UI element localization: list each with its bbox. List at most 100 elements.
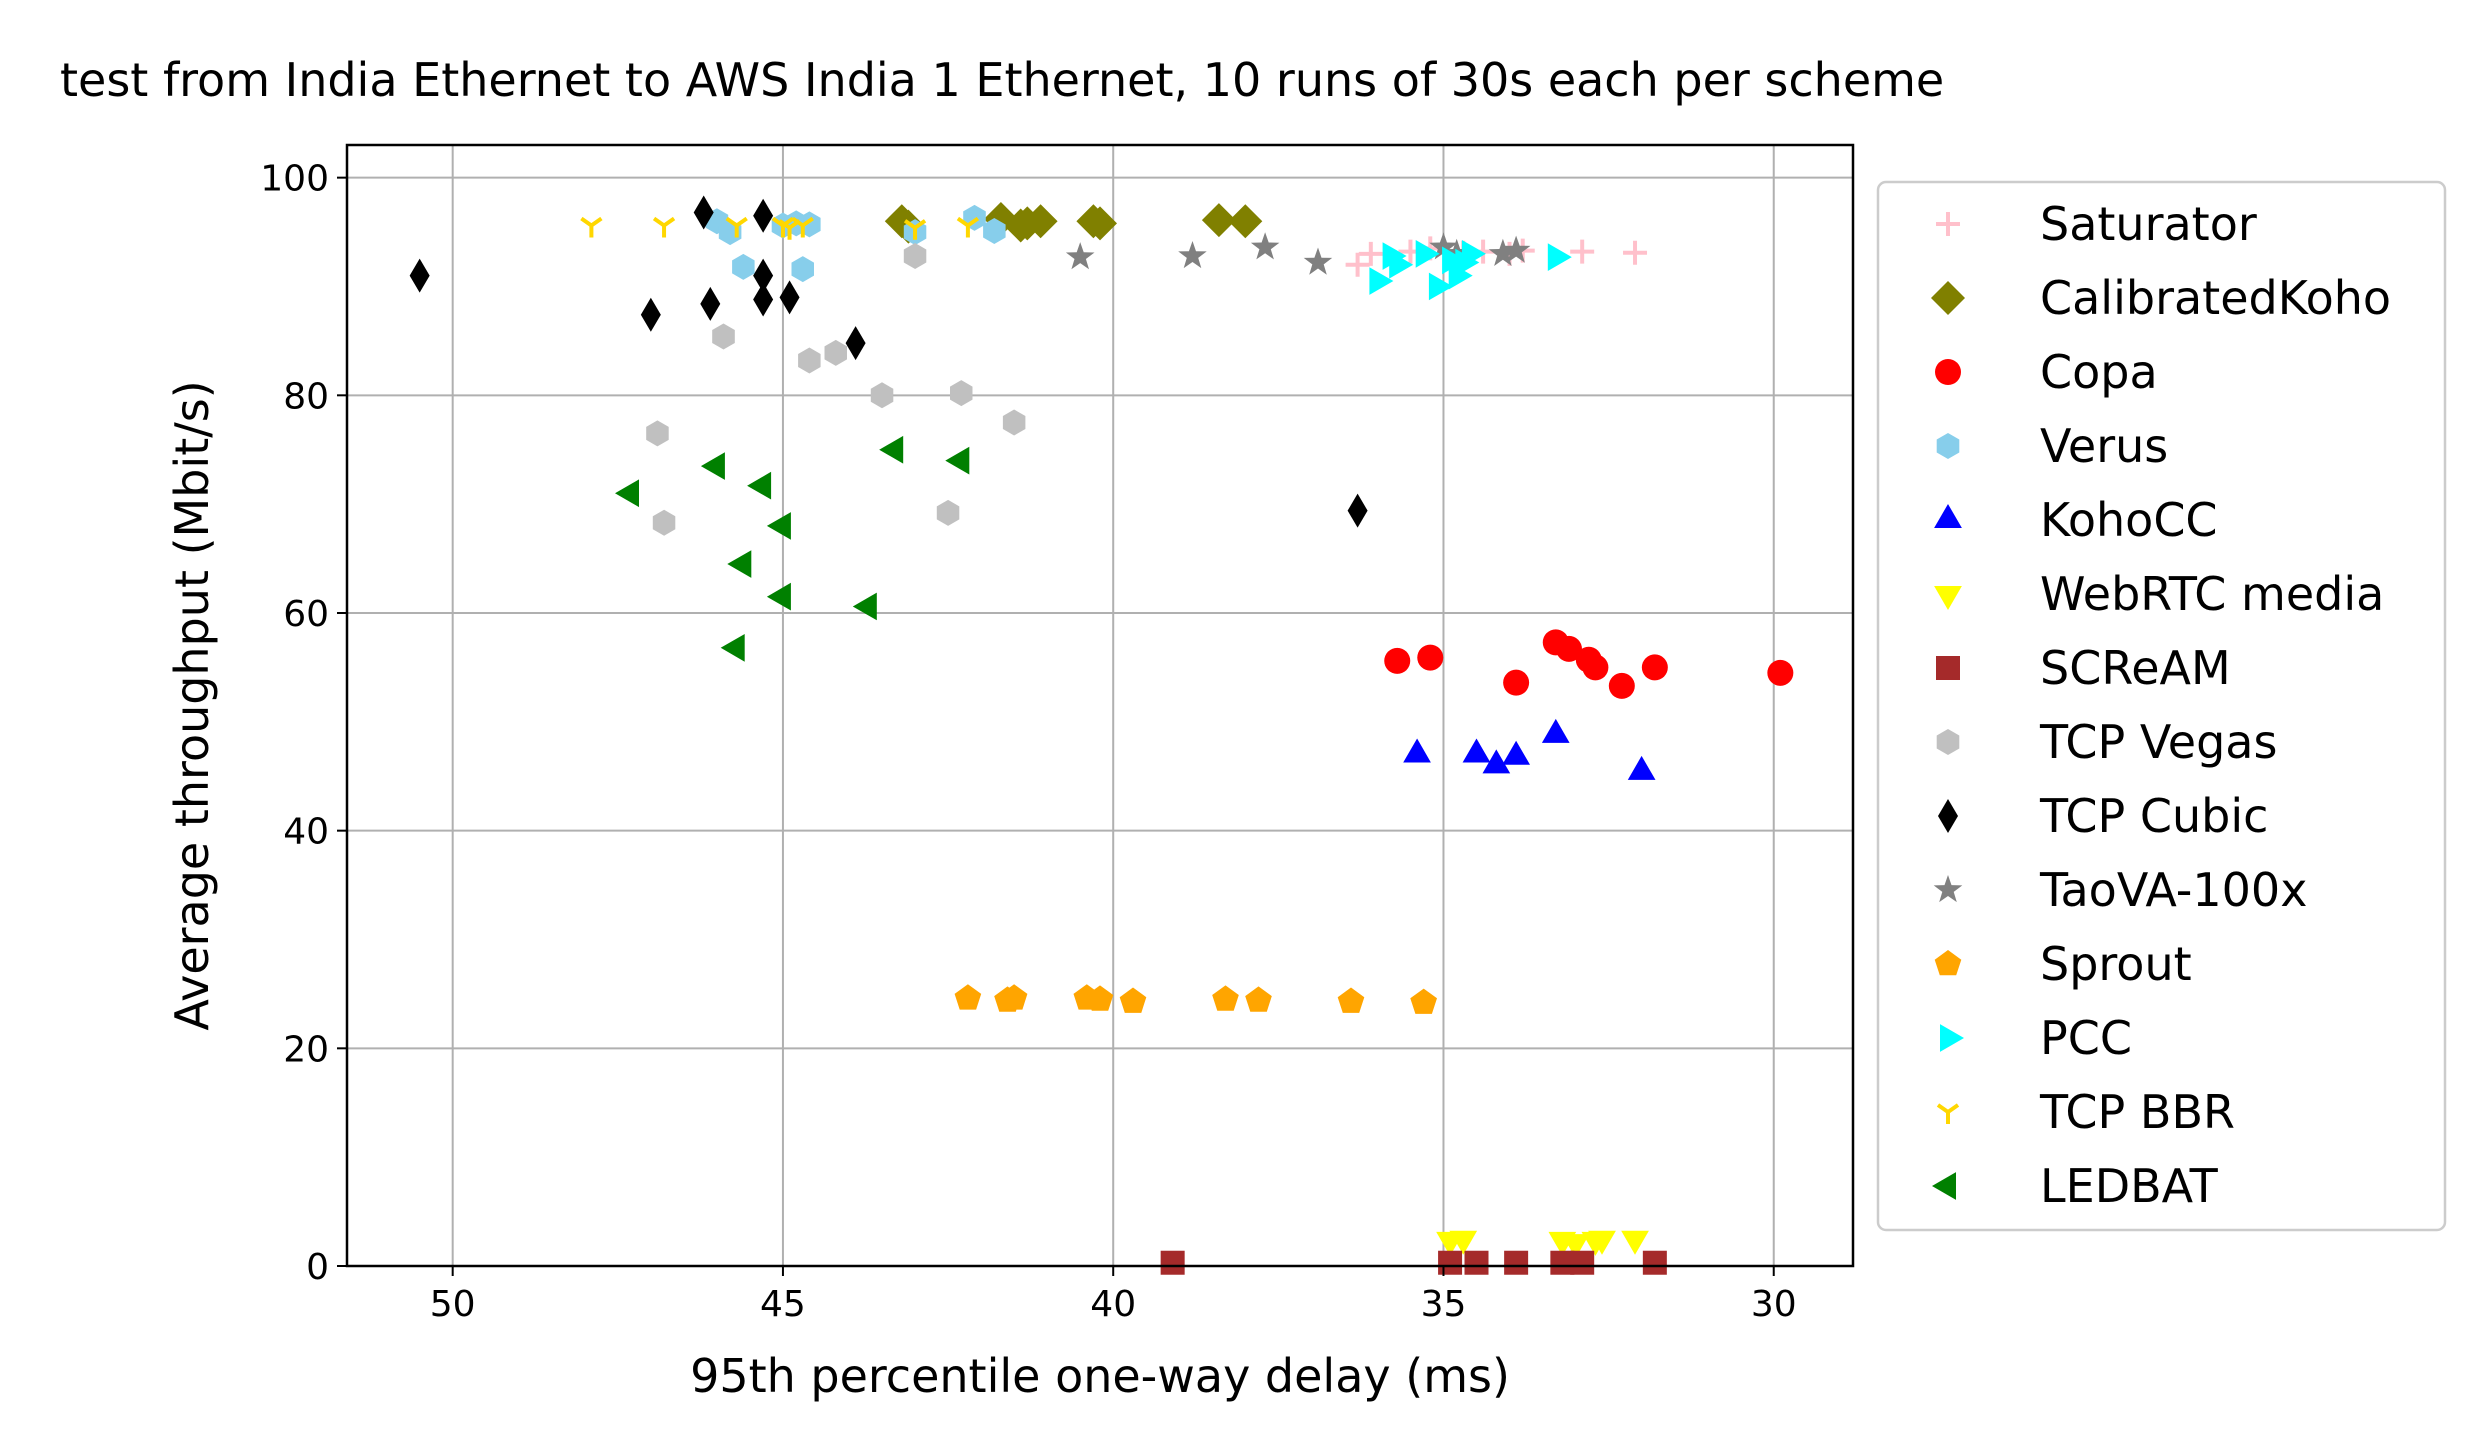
data-point <box>1065 242 1095 270</box>
series-tcp-vegas <box>646 243 1026 536</box>
chart-title: test from India Ethernet to AWS India 1 … <box>60 53 1944 107</box>
x-tick-label: 35 <box>1421 1284 1467 1325</box>
y-tick-label: 100 <box>260 159 329 200</box>
data-point <box>936 499 960 526</box>
data-point <box>1178 241 1207 269</box>
data-point <box>1347 493 1368 528</box>
y-tick-label: 20 <box>283 1029 329 1070</box>
plot-frame <box>345 143 1855 1268</box>
data-point <box>1083 206 1117 241</box>
data-point <box>1345 252 1370 277</box>
data-point <box>1212 985 1239 1011</box>
data-point <box>1448 261 1473 290</box>
y-tick-label: 40 <box>283 812 329 853</box>
data-point <box>954 984 982 1010</box>
data-point <box>712 323 735 350</box>
data-point <box>983 218 1006 244</box>
legend-label: Saturator <box>2040 197 2257 251</box>
data-point <box>1502 740 1530 765</box>
data-point <box>1464 1250 1489 1275</box>
data-point <box>1449 1230 1478 1255</box>
data-point <box>1369 267 1394 295</box>
legend-marker <box>1936 212 1960 236</box>
legend-marker <box>1933 875 1963 903</box>
data-point <box>1504 1250 1529 1275</box>
data-point <box>845 326 866 361</box>
legend-label: Verus <box>2040 419 2168 473</box>
data-point <box>1160 1250 1185 1275</box>
data-point <box>747 471 772 500</box>
data-point <box>766 582 791 611</box>
legend-label: Sprout <box>2040 937 2192 991</box>
legend-label: SCReAM <box>2040 641 2231 695</box>
data-point <box>1588 1230 1616 1255</box>
data-point <box>798 347 821 374</box>
data-point <box>727 550 752 578</box>
data-point <box>1627 755 1656 780</box>
legend-marker <box>1936 433 1960 459</box>
legend-marker <box>1932 1172 1956 1200</box>
data-point <box>1201 203 1236 238</box>
data-point <box>646 420 669 447</box>
legend-marker <box>1934 586 1962 610</box>
legend-label: TCP Vegas <box>2039 715 2277 769</box>
y-tick-label: 0 <box>306 1247 329 1288</box>
data-point <box>1410 988 1437 1014</box>
data-point <box>753 198 774 233</box>
data-point <box>615 479 639 508</box>
legend-marker <box>1938 799 1958 833</box>
data-point <box>1462 738 1491 763</box>
data-point <box>1000 984 1028 1010</box>
legend-marker <box>1936 656 1960 680</box>
legend-marker <box>1936 1103 1960 1124</box>
data-point <box>1415 240 1440 268</box>
data-point <box>1438 1250 1463 1275</box>
legend: Saturator CalibratedKoho Copa Verus KohoCC We… <box>1876 180 2447 1232</box>
data-point <box>640 297 661 332</box>
legend-label: TaoVA-100x <box>2039 863 2307 917</box>
data-point <box>1003 208 1038 243</box>
data-point <box>1442 246 1467 275</box>
data-point <box>725 216 748 238</box>
series-tcp-bbr <box>580 216 980 240</box>
data-point <box>1547 243 1572 271</box>
y-axis-label: Average throughput (Mbit/s) <box>165 380 219 1030</box>
legend-box <box>1876 180 2447 1232</box>
series-verus <box>705 204 1006 283</box>
data-point <box>1429 232 1458 260</box>
series-ledbat <box>615 435 970 662</box>
data-point <box>1250 232 1280 260</box>
legend-marker <box>1940 1024 1964 1052</box>
legend-label: TCP Cubic <box>2039 789 2268 843</box>
x-axis-label: 95th percentile one-way delay (ms) <box>690 1349 1510 1403</box>
series-copa <box>1384 629 1794 699</box>
data-point <box>791 216 814 238</box>
data-point <box>791 256 814 283</box>
series-calibratedkoho <box>884 202 1263 244</box>
data-point <box>693 195 714 230</box>
data-point <box>903 219 927 240</box>
data-point <box>1002 409 1026 436</box>
data-point <box>1086 985 1114 1011</box>
data-point <box>766 512 791 540</box>
x-tick-label: 50 <box>430 1284 476 1325</box>
data-point <box>1389 250 1414 279</box>
data-point <box>1561 1234 1590 1259</box>
data-point <box>903 243 927 269</box>
data-point <box>945 446 970 475</box>
data-point <box>732 253 755 280</box>
x-tick-label: 45 <box>760 1284 806 1325</box>
data-point <box>1119 987 1147 1013</box>
data-point <box>1461 240 1486 268</box>
data-point <box>1403 738 1431 763</box>
legend-label: WebRTC media <box>2040 567 2384 621</box>
grid <box>347 145 1853 1267</box>
axis-ticks: 50 45 40 35 30 0 20 40 60 80 100 <box>260 159 1796 1325</box>
data-point <box>1641 654 1668 681</box>
legend-marker <box>1935 359 1961 385</box>
data-point <box>824 339 847 366</box>
legend-label: Copa <box>2040 345 2158 399</box>
data-point <box>580 216 603 238</box>
series-tcp-cubic <box>409 195 1368 528</box>
